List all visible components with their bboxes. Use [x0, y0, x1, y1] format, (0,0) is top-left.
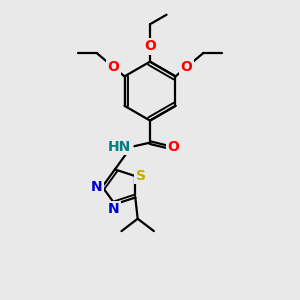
Text: O: O — [144, 39, 156, 53]
Text: HN: HN — [108, 140, 131, 154]
Text: S: S — [136, 169, 146, 183]
Text: N: N — [108, 202, 119, 217]
Text: N: N — [91, 180, 103, 194]
Text: O: O — [108, 60, 120, 74]
Text: O: O — [168, 140, 179, 154]
Text: O: O — [180, 60, 192, 74]
